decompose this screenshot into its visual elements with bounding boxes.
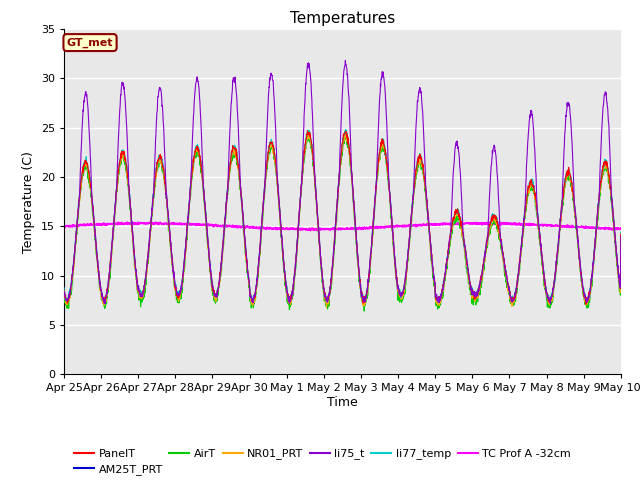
Text: GT_met: GT_met — [67, 37, 113, 48]
X-axis label: Time: Time — [327, 396, 358, 409]
Title: Temperatures: Temperatures — [290, 11, 395, 26]
Y-axis label: Temperature (C): Temperature (C) — [22, 151, 35, 252]
Legend: PanelT, AM25T_PRT, AirT, NR01_PRT, li75_t, li77_temp, TC Prof A -32cm: PanelT, AM25T_PRT, AirT, NR01_PRT, li75_… — [70, 444, 575, 480]
